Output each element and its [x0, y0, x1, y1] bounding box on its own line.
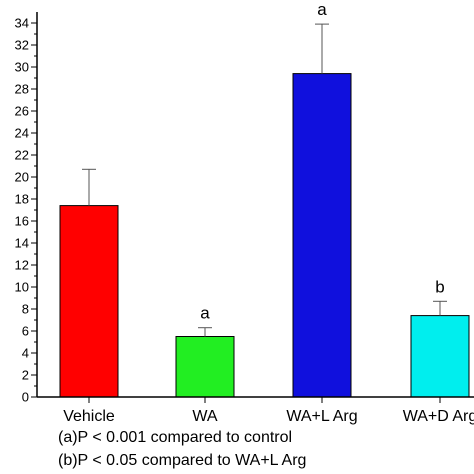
axes: [36, 12, 474, 398]
y-tick-label: 26: [15, 104, 29, 119]
y-tick-label: 34: [15, 16, 29, 31]
y-tick-label: 8: [22, 302, 29, 317]
bars: [59, 73, 470, 398]
x-axis-category-labels: Vehicle WA WA+L Arg WA+D Arg: [63, 397, 474, 425]
y-tick-label: 30: [15, 60, 29, 75]
y-tick-label: 6: [22, 324, 29, 339]
y-tick-label: 32: [15, 38, 29, 53]
y-tick-label: 4: [22, 346, 29, 361]
y-tick-label: 28: [15, 82, 29, 97]
y-tick-label: 14: [15, 236, 29, 251]
y-tick-label: 20: [15, 170, 29, 185]
y-tick-label: 12: [15, 258, 29, 273]
footnote: (a)P < 0.001 compared to control: [58, 429, 292, 446]
significance-label: a: [200, 304, 210, 323]
x-category-label: WA: [192, 408, 218, 425]
footnotes: (a)P < 0.001 compared to control (b)P < 0…: [58, 429, 306, 469]
y-tick-label: 2: [22, 368, 29, 383]
y-tick-label: 24: [15, 126, 29, 141]
significance-labels: a a b: [200, 0, 444, 323]
y-tick-label: 10: [15, 280, 29, 295]
y-tick-label: 18: [15, 192, 29, 207]
bar-vehicle: [59, 205, 119, 398]
bar-wa: [175, 336, 235, 398]
x-category-label: WA+D Arg: [403, 408, 474, 425]
x-category-label: Vehicle: [63, 408, 115, 425]
x-category-label: WA+L Arg: [286, 408, 357, 425]
y-tick-label: 0: [22, 390, 29, 405]
error-bars: [82, 23, 447, 337]
bar-wa-l-arg: [292, 73, 352, 398]
significance-label: b: [435, 277, 444, 296]
y-tick-label: 22: [15, 148, 29, 163]
bar-wa-d-arg: [410, 315, 470, 398]
footnote: (b)P < 0.05 compared to WA+L Arg: [58, 452, 306, 469]
y-tick-label: 16: [15, 214, 29, 229]
significance-label: a: [317, 0, 327, 19]
